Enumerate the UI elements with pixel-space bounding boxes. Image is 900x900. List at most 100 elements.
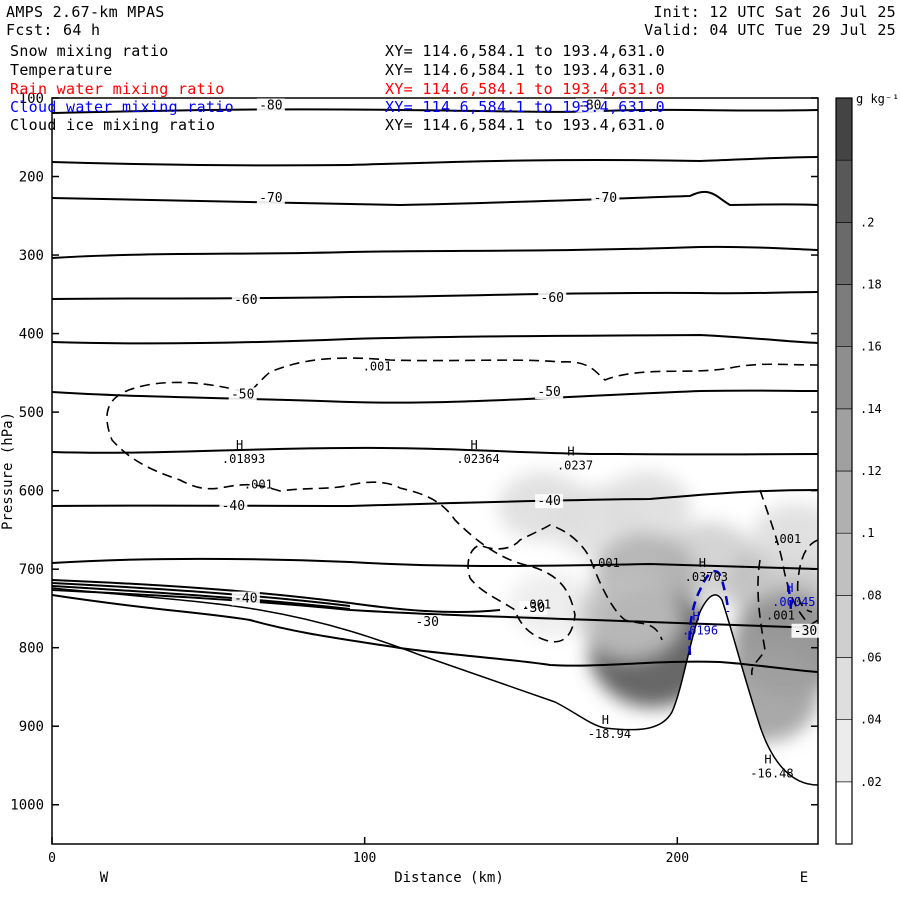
x-axis: 0 100 200 [48,837,689,866]
colorbar-tick-label: .1 [860,526,874,540]
temperature-label: -60 [541,291,564,306]
isotherm-line [52,291,818,300]
colorbar-swatch [835,284,853,347]
colorbar-swatch [835,159,853,223]
label-background [256,191,285,206]
label-background [219,498,248,513]
colorbar-tick-label: .16 [860,340,882,354]
forecast-label: Fcst: [6,21,53,39]
colorbar-tick-label: .04 [860,713,882,727]
label-background [256,98,285,113]
isotherm-line [52,579,501,614]
ice-contour-label: .001 [772,532,801,546]
plot-frame [51,97,819,845]
field-name-rain: Rain water mixing ratio [10,80,225,98]
y-tick-label: 300 [19,248,44,264]
field-name-temperature: Temperature [10,61,113,79]
field-xy-snow: XY= 114.6,584.1 to 193.4,631.0 [385,42,665,60]
isotherm-line [52,557,818,570]
temperature-contours [52,108,818,673]
temperature-label: -30 [522,601,545,616]
isotherm-line [52,589,818,629]
y-tick-label: 100 [19,91,44,107]
field-name-snow: Snow mixing ratio [10,42,169,60]
terrain-mask [52,588,818,844]
field-xy-rain: XY= 114.6,584.1 to 193.4,631.0 [385,80,665,98]
ice-contour [750,559,766,676]
ice-contour [106,357,818,643]
label-background [535,494,564,509]
snow-field-cell [751,503,818,573]
extremum-marker: H [699,556,706,570]
label-background [231,293,260,308]
colorbar: .02 .04 .06 .08 .1 .12 .14 .16 .18 .2 [835,97,882,845]
x-tick-label: 0 [48,851,56,866]
colorbar-swatch [835,595,853,658]
label-background [519,600,548,615]
field-legend: Snow mixing ratio XY= 114.6,584.1 to 193… [0,0,900,140]
extremum-marker: H [470,438,477,452]
y-tick-label: 1000 [10,798,44,814]
isotherm-line [52,156,818,167]
field-name-cloud-water: Cloud water mixing ratio [10,98,234,116]
temperature-label: -30 [794,624,817,639]
temperature-label: -50 [537,385,560,400]
isotherm-line [52,582,351,607]
temperature-label: -30 [415,615,438,630]
label-background [791,623,820,638]
label-background [413,615,442,630]
x-axis-east-label: E [800,870,808,886]
extremum-marker: H [567,445,574,459]
colorbar-swatch [835,719,853,783]
isotherm-line [52,108,818,114]
field-name-cloud-ice: Cloud ice mixing ratio [10,116,216,134]
isotherm-line [52,190,818,207]
cloud-water-contour [786,584,793,613]
cloud-ice-contours [106,357,818,676]
colorbar-unit: g kg⁻¹ [856,92,899,106]
colorbar-swatch [835,408,853,472]
extremum-marker: H [786,581,793,595]
label-background [591,191,620,206]
isotherm-line [52,389,818,404]
ice-contour-label: .001 [522,597,551,611]
extremum-marker: H [764,752,771,766]
field-xy-cloud-water: XY= 114.6,584.1 to 193.4,631.0 [385,98,665,116]
y-tick-label: 600 [19,484,44,500]
extremum-value: -18.94 [588,727,631,741]
temperature-label: -80 [259,98,282,113]
temperature-label: -50 [231,387,254,402]
extremum-marker: H [236,438,243,452]
colorbar-frame [835,97,853,845]
temperature-label: -70 [259,191,282,206]
label-background [231,591,260,606]
cloud-water-contours [688,570,793,656]
ice-contour-label: .001 [591,556,620,570]
colorbar-tick-label: .18 [860,278,882,292]
forecast-hour: 64 h [63,21,101,39]
isotherm-line [52,594,818,673]
isotherm-line [52,489,818,508]
y-axis: 100 200 300 400 500 600 700 800 900 1000 [10,91,818,814]
field-xy-temperature: XY= 114.6,584.1 to 193.4,631.0 [385,61,665,79]
extremum-value: .01893 [222,452,265,466]
snow-field-cell [579,573,682,659]
isotherm-line [52,333,818,345]
field-xy-cloud-ice: XY= 114.6,584.1 to 193.4,631.0 [385,116,665,134]
extremum-marker: H [692,609,699,623]
extremum-value: .02364 [456,452,499,466]
extremum-value: .00045 [772,595,815,609]
label-background [535,385,564,400]
x-tick-label: 200 [666,851,689,866]
extremum-value: .03703 [685,570,728,584]
extremum-value: -16.48 [750,766,793,780]
temperature-label: -40 [222,499,245,514]
label-background [228,387,257,402]
colorbar-swatch [835,657,853,720]
valid-time: Valid: 04 UTC Tue 29 Jul 25 [644,21,896,39]
isotherm-line [52,585,351,610]
model-title: AMPS 2.67-km MPAS [6,3,165,21]
y-tick-label: 200 [19,170,44,186]
ice-contour-label: .001 [244,477,273,491]
x-tick-label: 100 [353,851,376,866]
